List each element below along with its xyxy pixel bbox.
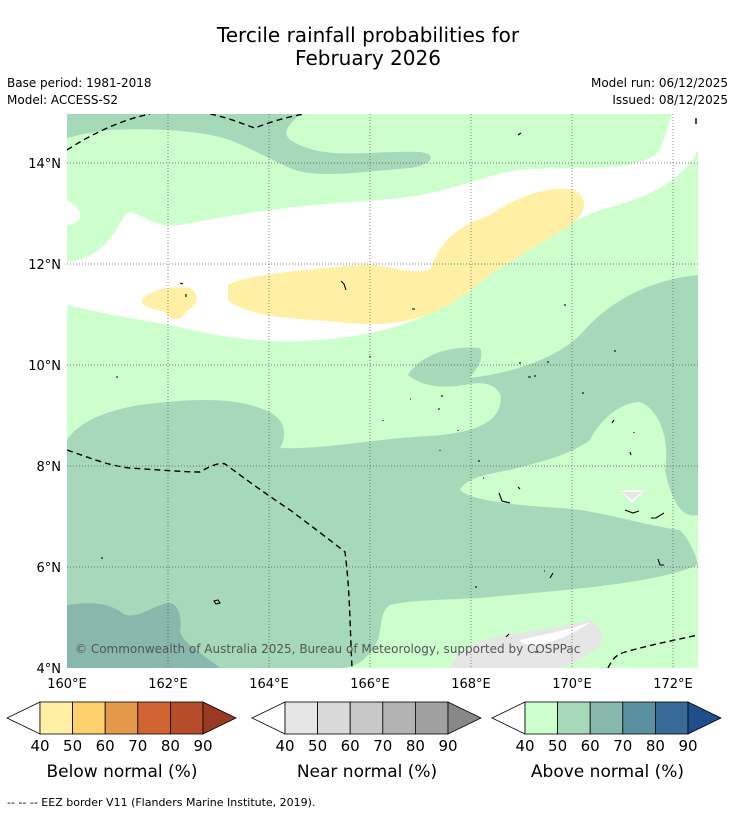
colorbar-tick-label: 40 xyxy=(515,737,534,755)
lat-label: 12°N xyxy=(28,258,61,273)
colorbar-segment xyxy=(557,701,591,735)
colorbar-tick-label: 70 xyxy=(373,737,392,755)
colorbar-under-triangle xyxy=(6,701,41,735)
model-name: Model: ACCESS-S2 xyxy=(7,93,119,107)
probability-field xyxy=(67,114,698,668)
eez-footnote: -- -- -- EEZ border V11 (Flanders Marine… xyxy=(7,796,316,809)
map-title-line1: Tercile rainfall probabilities for xyxy=(216,23,520,47)
near-normal-label: Near normal (%) xyxy=(296,762,438,782)
gridlines xyxy=(67,114,698,668)
colorbar-legends: 40 50 60 70 80 90 40 50 60 70 80 90 40 50 60 70 80 90 xyxy=(6,701,722,755)
colorbar-under-triangle xyxy=(251,701,286,735)
colorbar-segment xyxy=(317,701,351,735)
lon-label: 170°E xyxy=(552,677,592,692)
colorbar-segment xyxy=(169,701,204,735)
lon-label: 166°E xyxy=(350,677,390,692)
colorbar-tick-label: 80 xyxy=(406,737,425,755)
issued-date: Issued: 08/12/2025 xyxy=(612,93,728,107)
colorbar-over-triangle xyxy=(202,701,237,735)
near-patch-east-gray xyxy=(622,492,642,500)
colorbar-tick-label: 90 xyxy=(438,737,457,755)
lat-label: 4°N xyxy=(37,662,62,677)
colorbar-segment xyxy=(72,701,106,735)
lon-label: 162°E xyxy=(148,677,188,692)
above-60-70-region-sw xyxy=(67,603,220,668)
colorbar-above: 40 50 60 70 80 90 xyxy=(491,701,722,755)
lon-label: 172°E xyxy=(653,677,693,692)
colorbar-tick-label: 80 xyxy=(646,737,665,755)
below-normal-label: Below normal (%) xyxy=(46,762,198,782)
colorbar-segment xyxy=(414,701,449,735)
lat-label: 8°N xyxy=(37,460,62,475)
map-title-line2: February 2026 xyxy=(295,46,441,70)
colorbar-over-triangle xyxy=(687,701,722,735)
lon-label: 168°E xyxy=(451,677,491,692)
colorbar-segment xyxy=(589,701,624,735)
lon-label: 160°E xyxy=(47,677,87,692)
colorbar-tick-label: 50 xyxy=(308,737,327,755)
colorbar-tick-label: 50 xyxy=(63,737,82,755)
colorbar-tick-label: 70 xyxy=(128,737,147,755)
below-40-50-region-east xyxy=(228,188,585,325)
colorbar-segment xyxy=(524,701,558,735)
lon-labels: 160°E 162°E 164°E 166°E 168°E 170°E 172°… xyxy=(47,677,693,692)
colorbar-segment xyxy=(622,701,656,735)
above-50-60-region-north xyxy=(67,114,431,174)
lat-label: 14°N xyxy=(28,157,61,172)
colorbar-under-triangle xyxy=(491,701,526,735)
lat-label: 10°N xyxy=(28,359,61,374)
colorbar-below: 40 50 60 70 80 90 xyxy=(6,701,237,755)
colorbar-near: 40 50 60 70 80 90 xyxy=(251,701,482,755)
colorbar-tick-label: 80 xyxy=(161,737,180,755)
colorbar-tick-label: 90 xyxy=(193,737,212,755)
colorbar-over-triangle xyxy=(447,701,482,735)
colorbar-tick-label: 60 xyxy=(341,737,360,755)
colorbar-segment xyxy=(382,701,416,735)
colorbar-tick-label: 40 xyxy=(275,737,294,755)
copyright-notice: © Commonwealth of Australia 2025, Bureau… xyxy=(75,642,580,656)
lon-label: 164°E xyxy=(249,677,289,692)
no-dominant-band xyxy=(67,114,698,342)
colorbar-segment xyxy=(349,701,384,735)
colorbar-tick-label: 90 xyxy=(678,737,697,755)
model-run: Model run: 06/12/2025 xyxy=(590,76,728,90)
colorbar-tick-label: 70 xyxy=(613,737,632,755)
colorbar-segment xyxy=(284,701,318,735)
colorbar-tick-label: 50 xyxy=(548,737,567,755)
colorbar-segment xyxy=(39,701,73,735)
no-dominant-patch-nw xyxy=(67,200,81,226)
near-40-50-patch-south-white xyxy=(520,622,590,646)
islands xyxy=(101,132,665,653)
above-normal-label: Above normal (%) xyxy=(530,762,685,782)
colorbar-tick-label: 40 xyxy=(30,737,49,755)
colorbar-tick-label: 60 xyxy=(581,737,600,755)
eez-borders xyxy=(67,114,698,668)
below-40-50-region-west xyxy=(142,287,197,320)
colorbar-segment xyxy=(655,701,689,735)
colorbar-segment xyxy=(137,701,171,735)
lat-label: 6°N xyxy=(37,561,62,576)
lat-labels: 14°N 12°N 10°N 8°N 6°N 4°N xyxy=(28,157,61,677)
above-50-60-region-south xyxy=(67,275,698,668)
base-period: Base period: 1981-2018 xyxy=(7,76,152,90)
colorbar-segment xyxy=(104,701,139,735)
colorbar-tick-label: 60 xyxy=(96,737,115,755)
